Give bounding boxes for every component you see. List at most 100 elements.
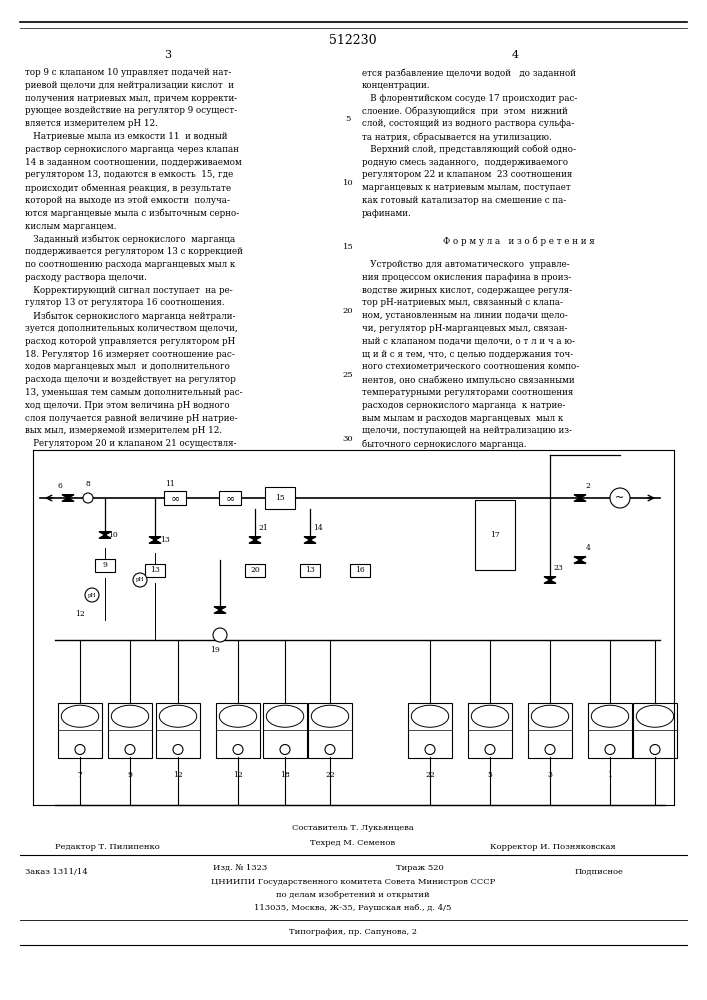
Bar	[408, 702, 452, 758]
Polygon shape	[62, 495, 74, 501]
Circle shape	[485, 744, 495, 754]
Text: слоение. Образующийся  при  этом  нижний: слоение. Образующийся при этом нижний	[362, 106, 568, 116]
Text: та натрия, сбрасывается на утилизацию.: та натрия, сбрасывается на утилизацию.	[362, 132, 551, 141]
Text: ~: ~	[615, 493, 624, 503]
Text: 22: 22	[425, 771, 435, 779]
Text: марганцевых к натриевым мылам, поступает: марганцевых к натриевым мылам, поступает	[362, 183, 571, 192]
Text: 19: 19	[210, 646, 220, 654]
Circle shape	[233, 744, 243, 754]
Text: концентрации.: концентрации.	[362, 81, 431, 90]
Text: Типография, пр. Сапунова, 2: Типография, пр. Сапунова, 2	[289, 928, 417, 936]
Text: ния процессом окисления парафина в произ-: ния процессом окисления парафина в произ…	[362, 273, 571, 282]
Text: 4: 4	[585, 544, 590, 552]
Polygon shape	[304, 537, 316, 543]
Text: Устройство для автоматического  управле-: Устройство для автоматического управле-	[362, 260, 570, 269]
Text: кислым марганцем.: кислым марганцем.	[25, 222, 117, 231]
Text: 15: 15	[343, 243, 354, 251]
Ellipse shape	[62, 705, 99, 727]
Bar	[528, 702, 572, 758]
Text: ется разбавление щелочи водой   до заданной: ется разбавление щелочи водой до заданно…	[362, 68, 576, 78]
Polygon shape	[544, 577, 556, 583]
Text: ЦНИИПИ Государственного комитета Совета Министров СССР: ЦНИИПИ Государственного комитета Совета …	[211, 878, 495, 886]
Text: ∞: ∞	[170, 493, 180, 503]
Circle shape	[605, 744, 615, 754]
Text: 17: 17	[490, 531, 500, 539]
Bar	[156, 702, 200, 758]
Text: получения натриевых мыл, причем корректи-: получения натриевых мыл, причем корректи…	[25, 94, 238, 103]
Text: Натриевые мыла из емкости 11  и водный: Натриевые мыла из емкости 11 и водный	[25, 132, 228, 141]
Text: 13, уменьшая тем самым дополнительный рас-: 13, уменьшая тем самым дополнительный ра…	[25, 388, 243, 397]
Circle shape	[83, 493, 93, 503]
Text: 22: 22	[325, 771, 335, 779]
Bar	[350, 564, 370, 576]
Text: 11: 11	[165, 480, 175, 488]
Circle shape	[75, 744, 85, 754]
Text: ∞: ∞	[226, 493, 235, 503]
Text: pH: pH	[88, 592, 96, 597]
Text: раствор сернокислого марганца через клапан: раствор сернокислого марганца через клап…	[25, 145, 239, 154]
Text: расход которой управляется регулятором pH: расход которой управляется регулятором p…	[25, 337, 235, 346]
Text: ход щелочи. При этом величина pH водного: ход щелочи. При этом величина pH водного	[25, 401, 230, 410]
Text: родную смесь заданного,  поддерживаемого: родную смесь заданного, поддерживаемого	[362, 158, 568, 167]
Text: рафинами.: рафинами.	[362, 209, 411, 218]
Text: гулятор 13 от регулятора 16 соотношения.: гулятор 13 от регулятора 16 соотношения.	[25, 298, 225, 307]
Text: регулятором 13, подаются в емкость  15, где: регулятором 13, подаются в емкость 15, г…	[25, 170, 233, 179]
Bar	[108, 702, 152, 758]
Text: по делам изобретений и открытий: по делам изобретений и открытий	[276, 891, 430, 899]
Text: нентов, оно снабжено импульсно связанными: нентов, оно снабжено импульсно связанным…	[362, 375, 575, 385]
Text: 1: 1	[607, 771, 612, 779]
Text: происходит обменная реакция, в результате: происходит обменная реакция, в результат…	[25, 183, 231, 193]
Text: 13: 13	[160, 536, 170, 544]
Text: Заказ 1311/14: Заказ 1311/14	[25, 868, 88, 876]
Text: щелочи, поступающей на нейтрализацию из-: щелочи, поступающей на нейтрализацию из-	[362, 426, 572, 435]
Text: 13: 13	[305, 566, 315, 574]
Text: зуется дополнительных количеством щелочи,: зуется дополнительных количеством щелочи…	[25, 324, 238, 333]
Text: Подписное: Подписное	[575, 868, 624, 876]
Ellipse shape	[591, 705, 629, 727]
Circle shape	[325, 744, 335, 754]
Bar	[633, 702, 677, 758]
Text: ный с клапаном подачи щелочи, о т л и ч а ю-: ный с клапаном подачи щелочи, о т л и ч …	[362, 337, 575, 346]
Circle shape	[85, 588, 99, 602]
Text: вых мыл, измеряемой измерителем pH 12.: вых мыл, измеряемой измерителем pH 12.	[25, 426, 222, 435]
Text: Техред М. Семенов: Техред М. Семенов	[310, 839, 395, 847]
Bar	[216, 702, 260, 758]
Text: 15: 15	[275, 494, 285, 502]
Text: 16: 16	[355, 566, 365, 574]
Ellipse shape	[531, 705, 568, 727]
Text: Изд. № 1323: Изд. № 1323	[213, 864, 267, 872]
Text: как готовый катализатор на смешение с па-: как готовый катализатор на смешение с па…	[362, 196, 566, 205]
Text: 23: 23	[553, 564, 563, 572]
Text: ются марганцевые мыла с избыточным серно-: ются марганцевые мыла с избыточным серно…	[25, 209, 239, 218]
Text: Составитель Т. Лукьянцева: Составитель Т. Лукьянцева	[292, 824, 414, 832]
Bar	[245, 564, 265, 576]
Text: pH: pH	[136, 578, 144, 582]
Polygon shape	[249, 537, 261, 543]
Text: 14: 14	[313, 524, 323, 532]
Ellipse shape	[411, 705, 449, 727]
Text: 512230: 512230	[329, 33, 377, 46]
Text: тор 9 с клапаном 10 управляет подачей нат-: тор 9 с клапаном 10 управляет подачей на…	[25, 68, 231, 77]
Bar	[475, 500, 515, 570]
Text: Регулятором 20 и клапаном 21 осуществля-: Регулятором 20 и клапаном 21 осуществля-	[25, 439, 237, 448]
Text: щ и й с я тем, что, с целью поддержания точ-: щ и й с я тем, что, с целью поддержания …	[362, 350, 573, 359]
Text: вляется измерителем pH 12.: вляется измерителем pH 12.	[25, 119, 158, 128]
Polygon shape	[574, 495, 586, 501]
Text: 113035, Москва, Ж-35, Раушская наб., д. 4/5: 113035, Москва, Ж-35, Раушская наб., д. …	[255, 904, 452, 912]
Circle shape	[213, 628, 227, 642]
Text: вым мылам и расходов марганцевых  мыл к: вым мылам и расходов марганцевых мыл к	[362, 414, 563, 423]
Text: 20: 20	[250, 566, 260, 574]
Text: расхода щелочи и воздействует на регулятор: расхода щелочи и воздействует на регулят…	[25, 375, 236, 384]
Text: температурными регуляторами соотношения: температурными регуляторами соотношения	[362, 388, 573, 397]
Text: 18. Регулятор 16 измеряет соотношение рас-: 18. Регулятор 16 измеряет соотношение ра…	[25, 350, 235, 359]
Text: 25: 25	[343, 371, 354, 379]
Polygon shape	[149, 537, 161, 543]
Bar	[58, 702, 102, 758]
Text: 9: 9	[127, 771, 132, 779]
Text: 2: 2	[585, 482, 590, 490]
Circle shape	[425, 744, 435, 754]
Ellipse shape	[472, 705, 509, 727]
Ellipse shape	[219, 705, 257, 727]
Bar	[588, 702, 632, 758]
Text: слоя получается равной величине pH натрие-: слоя получается равной величине pH натри…	[25, 414, 238, 423]
